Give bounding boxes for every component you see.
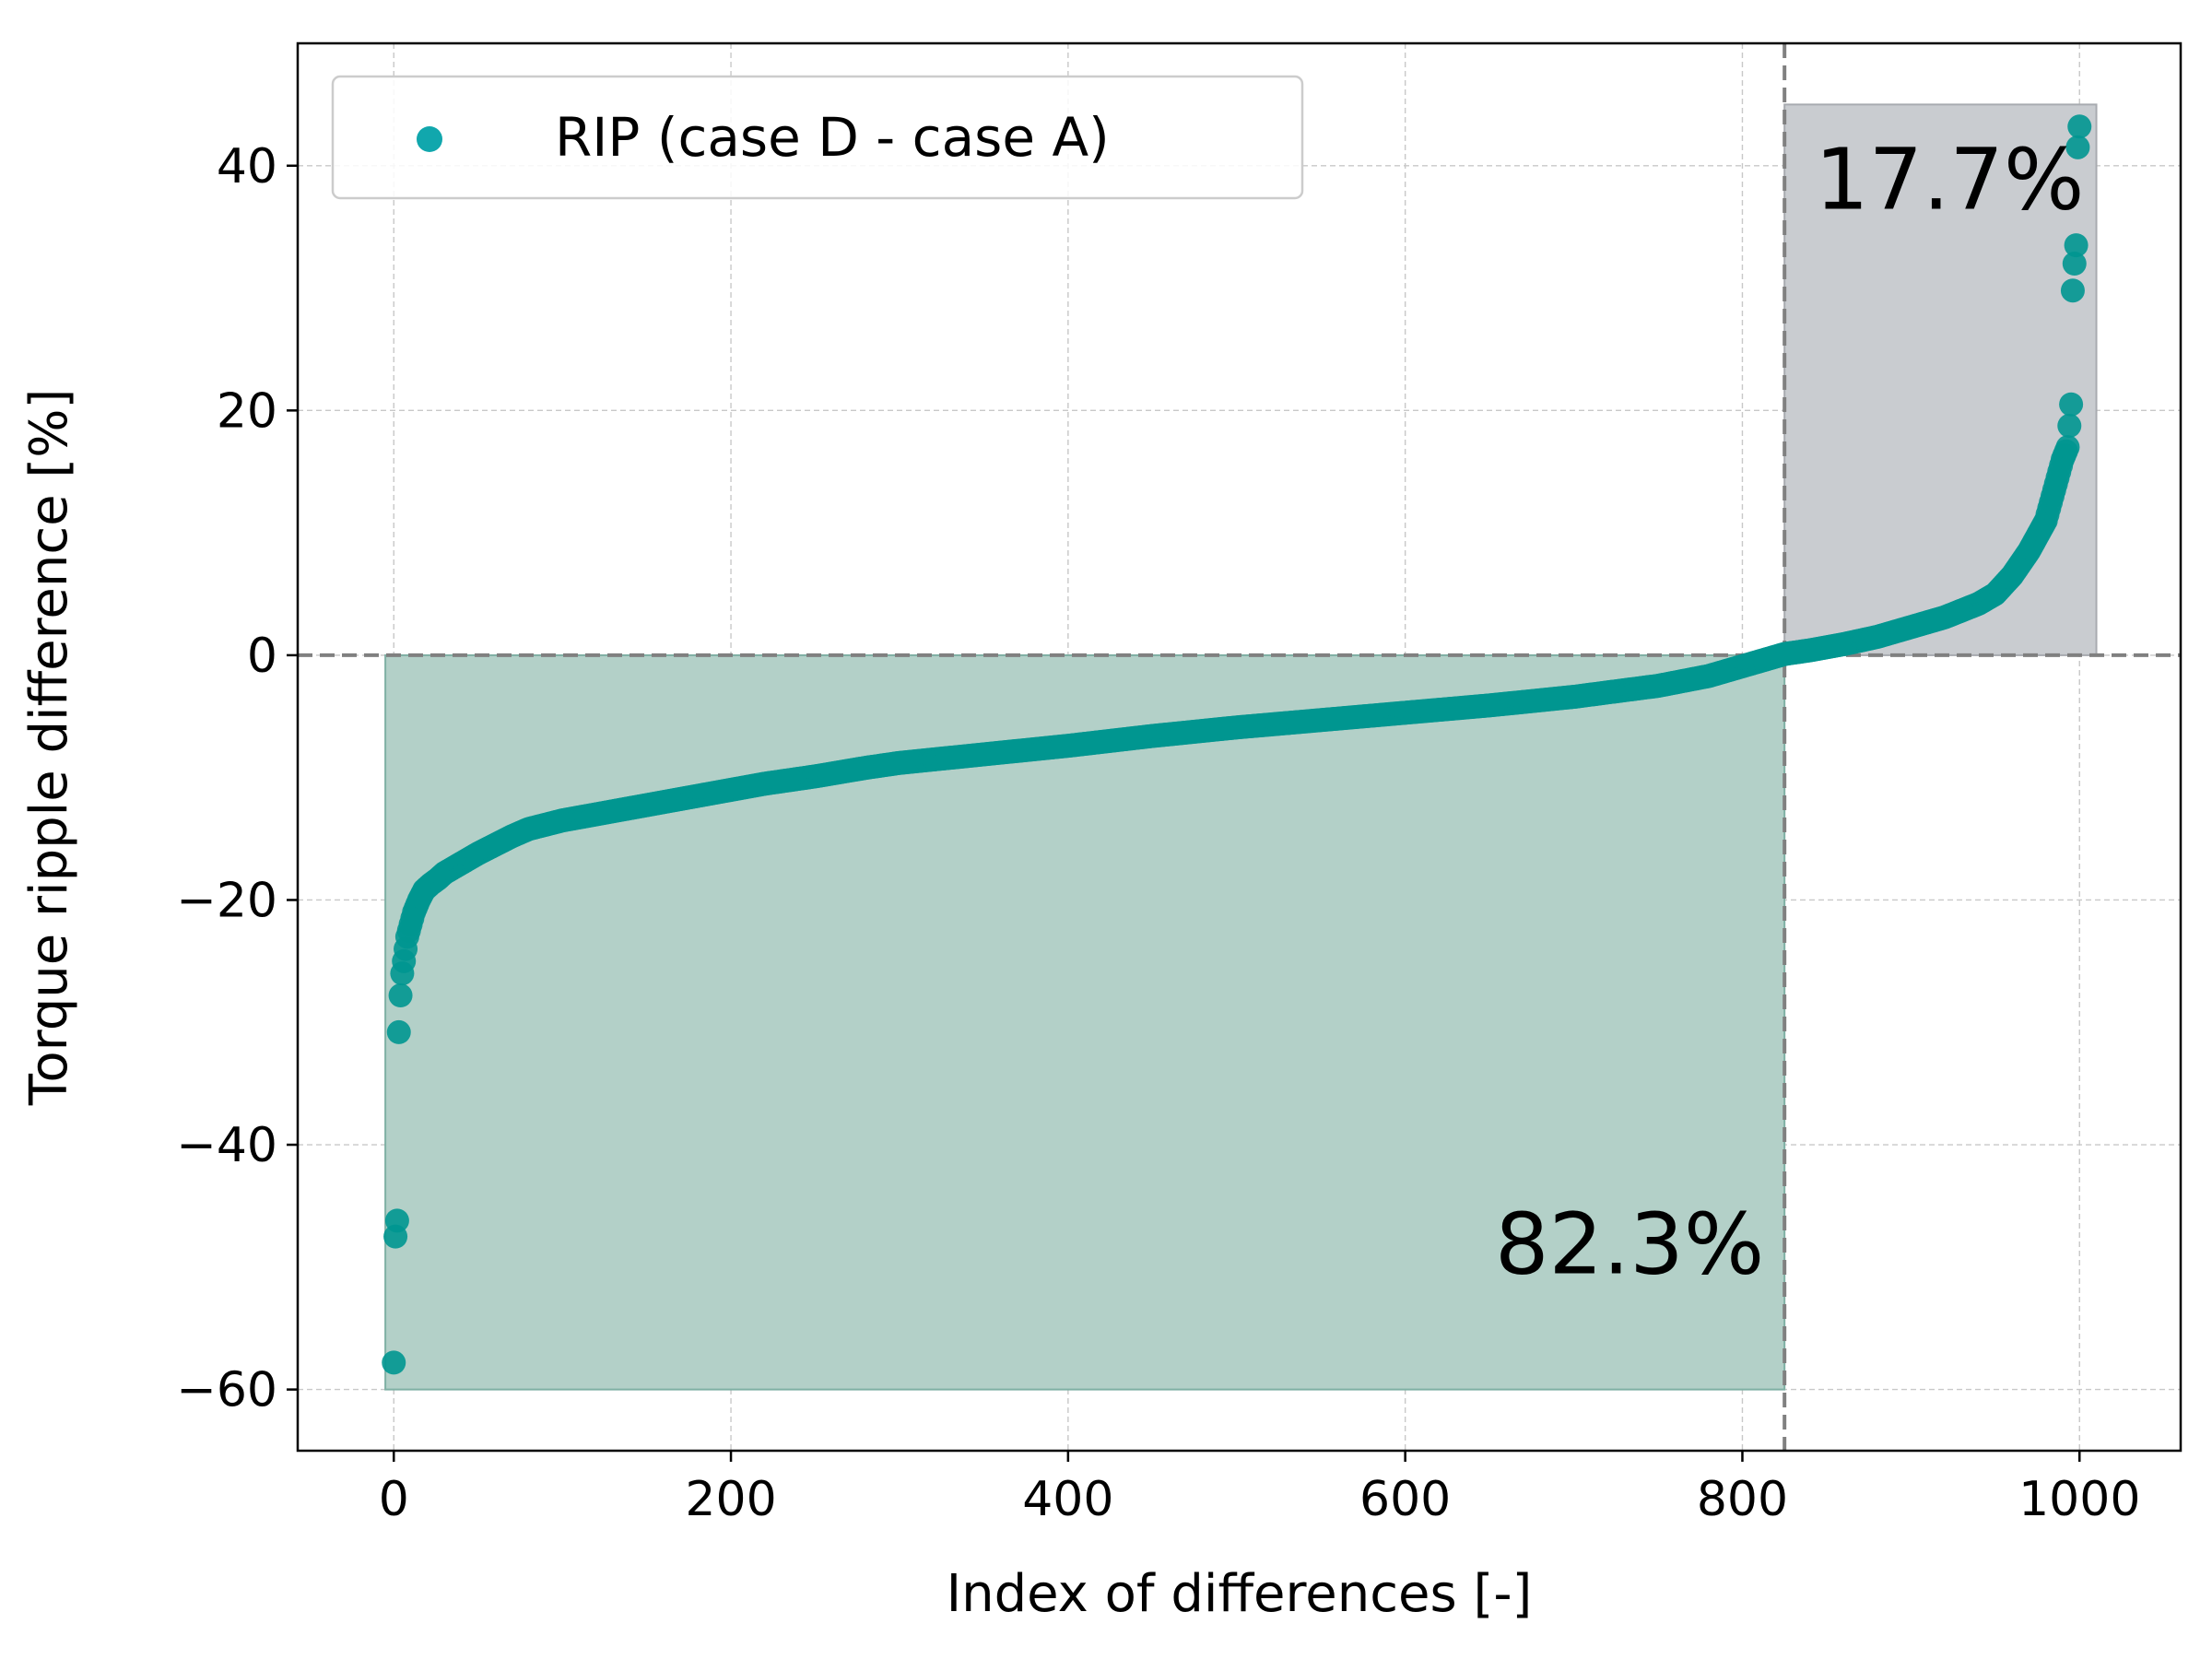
legend-entry-label: RIP (case D - case A) [555, 106, 1110, 169]
data-point [2062, 252, 2087, 276]
y-tick-label: −40 [176, 1118, 277, 1173]
y-tick-label: 40 [217, 139, 277, 194]
legend-box [331, 75, 1304, 200]
data-point [384, 1208, 409, 1233]
data-point [386, 1019, 411, 1044]
annotations: 82.3% 17.7% [1495, 130, 2084, 1293]
y-tick-label: −60 [176, 1363, 277, 1418]
y-axis-label: Torque ripple difference [%] [19, 389, 79, 1107]
legend-marker [417, 126, 442, 152]
data-point [2065, 135, 2090, 159]
data-point [382, 1350, 406, 1375]
x-tick-label: 400 [1022, 1472, 1113, 1527]
data-point [2055, 435, 2080, 460]
x-tick-label: 600 [1359, 1472, 1451, 1527]
data-point [2067, 114, 2092, 139]
x-tick-label: 1000 [2018, 1472, 2140, 1527]
plot-frame [296, 41, 2183, 1453]
shaded-region-negative [384, 653, 1786, 1391]
data-point [2060, 278, 2085, 303]
shaded-region-positive [1783, 103, 2098, 656]
y-tick-label: 0 [247, 629, 277, 684]
reference-lines [298, 43, 2181, 1451]
percentage-annotation: 82.3% [1495, 1194, 1764, 1293]
shaded-regions [384, 103, 2098, 1391]
legend: RIP (case D - case A) [331, 75, 1304, 200]
y-tick-label: 20 [217, 383, 277, 439]
data-point [2057, 413, 2082, 438]
axis-ticks: 0 200 400 600 800 1000 −60 −40 −20 0 20 40 [176, 139, 2140, 1527]
y-tick-label: −20 [176, 873, 277, 928]
x-tick-label: 0 [379, 1472, 409, 1527]
data-point [388, 983, 413, 1008]
x-axis-label: Index of differences [-] [947, 1564, 1533, 1624]
data-point [2064, 233, 2088, 258]
data-points [382, 114, 2092, 1375]
data-point [2059, 392, 2084, 417]
x-tick-label: 200 [685, 1472, 776, 1527]
percentage-annotation: 17.7% [1815, 130, 2084, 229]
x-tick-label: 800 [1697, 1472, 1788, 1527]
